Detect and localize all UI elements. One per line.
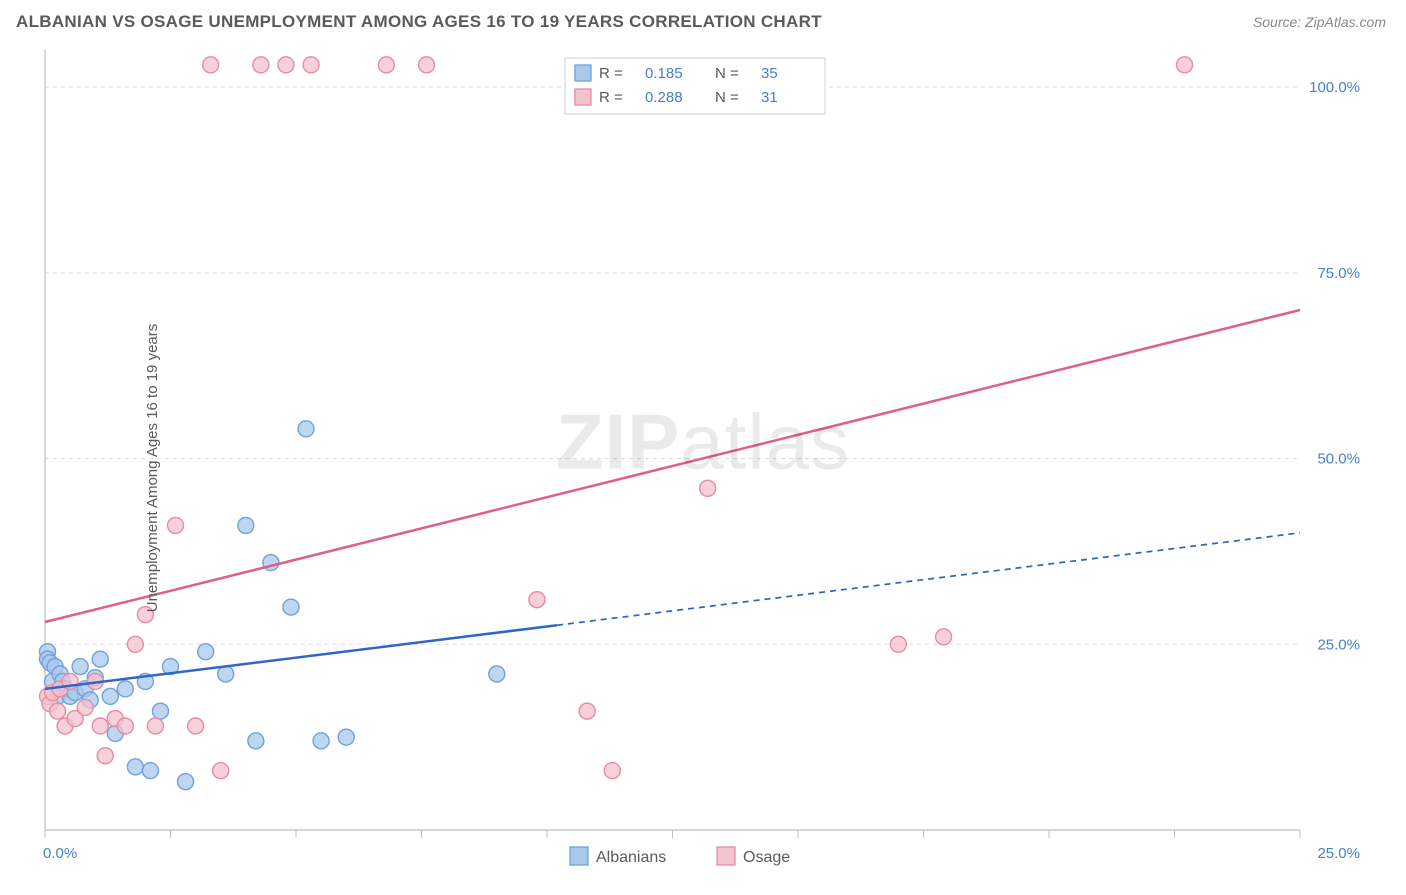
svg-text:31: 31 [761,89,778,106]
svg-text:100.0%: 100.0% [1309,79,1360,96]
svg-text:35: 35 [761,65,778,82]
svg-text:R =: R = [599,65,623,82]
svg-text:R =: R = [599,89,623,106]
svg-text:50.0%: 50.0% [1317,451,1360,468]
svg-text:N =: N = [715,89,739,106]
svg-text:Albanians: Albanians [596,849,666,866]
svg-text:75.0%: 75.0% [1317,265,1360,282]
chart-title: ALBANIAN VS OSAGE UNEMPLOYMENT AMONG AGE… [16,12,822,32]
svg-text:25.0%: 25.0% [1317,636,1360,653]
svg-text:Osage: Osage [743,849,790,866]
svg-text:N =: N = [715,65,739,82]
svg-text:0.288: 0.288 [645,89,683,106]
y-axis-label: Unemployment Among Ages 16 to 19 years [144,323,161,612]
scatter-chart: 25.0% 50.0% 75.0% 100.0% 0.0% 25.0% R = 0.185 N … [0,40,1406,895]
source-label: Source: ZipAtlas.com [1253,14,1386,30]
svg-text:25.0%: 25.0% [1317,845,1360,862]
chart-area: Unemployment Among Ages 16 to 19 years Z… [0,40,1406,895]
svg-text:0.0%: 0.0% [43,845,77,862]
svg-text:0.185: 0.185 [645,65,683,82]
